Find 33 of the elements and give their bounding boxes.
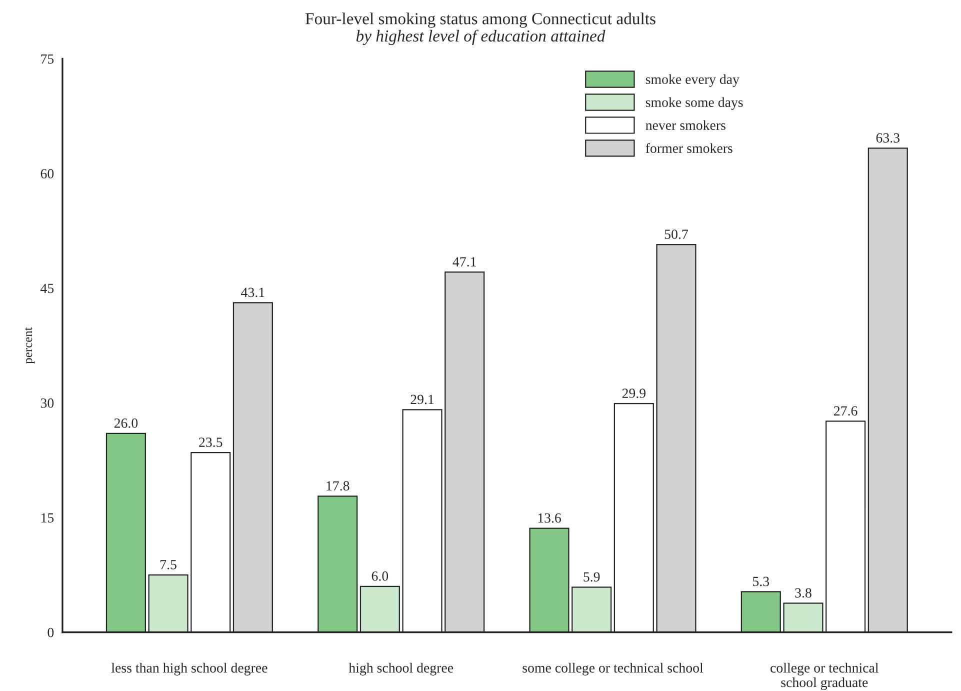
x-tick-label: college or technical school graduate — [770, 662, 878, 690]
y-tick-label: 15 — [41, 513, 54, 523]
x-tick-label: some college or technical school — [522, 662, 704, 676]
data-label: 5.9 — [584, 572, 600, 582]
data-label: 63.3 — [876, 133, 900, 143]
x-tick-label: less than high school degree — [111, 662, 268, 676]
y-tick-label: 60 — [40, 169, 54, 178]
y-tick-label: 30 — [40, 398, 54, 408]
data-label: 29.9 — [622, 388, 646, 398]
data-label: 5.3 — [753, 576, 770, 586]
data-label: 27.6 — [834, 406, 858, 416]
y-tick-label: 0 — [48, 628, 54, 638]
data-label: 50.7 — [664, 230, 688, 240]
data-label: 43.1 — [241, 288, 264, 298]
data-label: 6.0 — [372, 571, 388, 581]
y-tick-label: 45 — [40, 284, 54, 294]
data-label: 13.6 — [538, 513, 561, 523]
legend-label: smoke some days — [646, 97, 743, 110]
y-axis-title: percent — [24, 327, 35, 364]
data-label: 26.0 — [114, 418, 138, 428]
data-label: 7.5 — [160, 560, 176, 570]
legend-label: never smokers — [646, 120, 726, 130]
x-tick-label: high school degree — [348, 662, 454, 676]
chart-subtitle: by highest level of education attained — [356, 30, 606, 46]
chart-title: Four-level smoking status among Connecticut adults — [305, 12, 656, 28]
data-label: 29.1 — [410, 394, 434, 404]
data-label: 47.1 — [452, 257, 476, 267]
data-label: 17.8 — [326, 481, 350, 491]
legend-label: smoke every day — [646, 74, 740, 87]
legend-label: former smokers — [646, 143, 732, 153]
y-tick-label: 75 — [41, 54, 54, 64]
data-label: 3.8 — [795, 588, 812, 598]
data-label: 23.5 — [199, 438, 222, 448]
